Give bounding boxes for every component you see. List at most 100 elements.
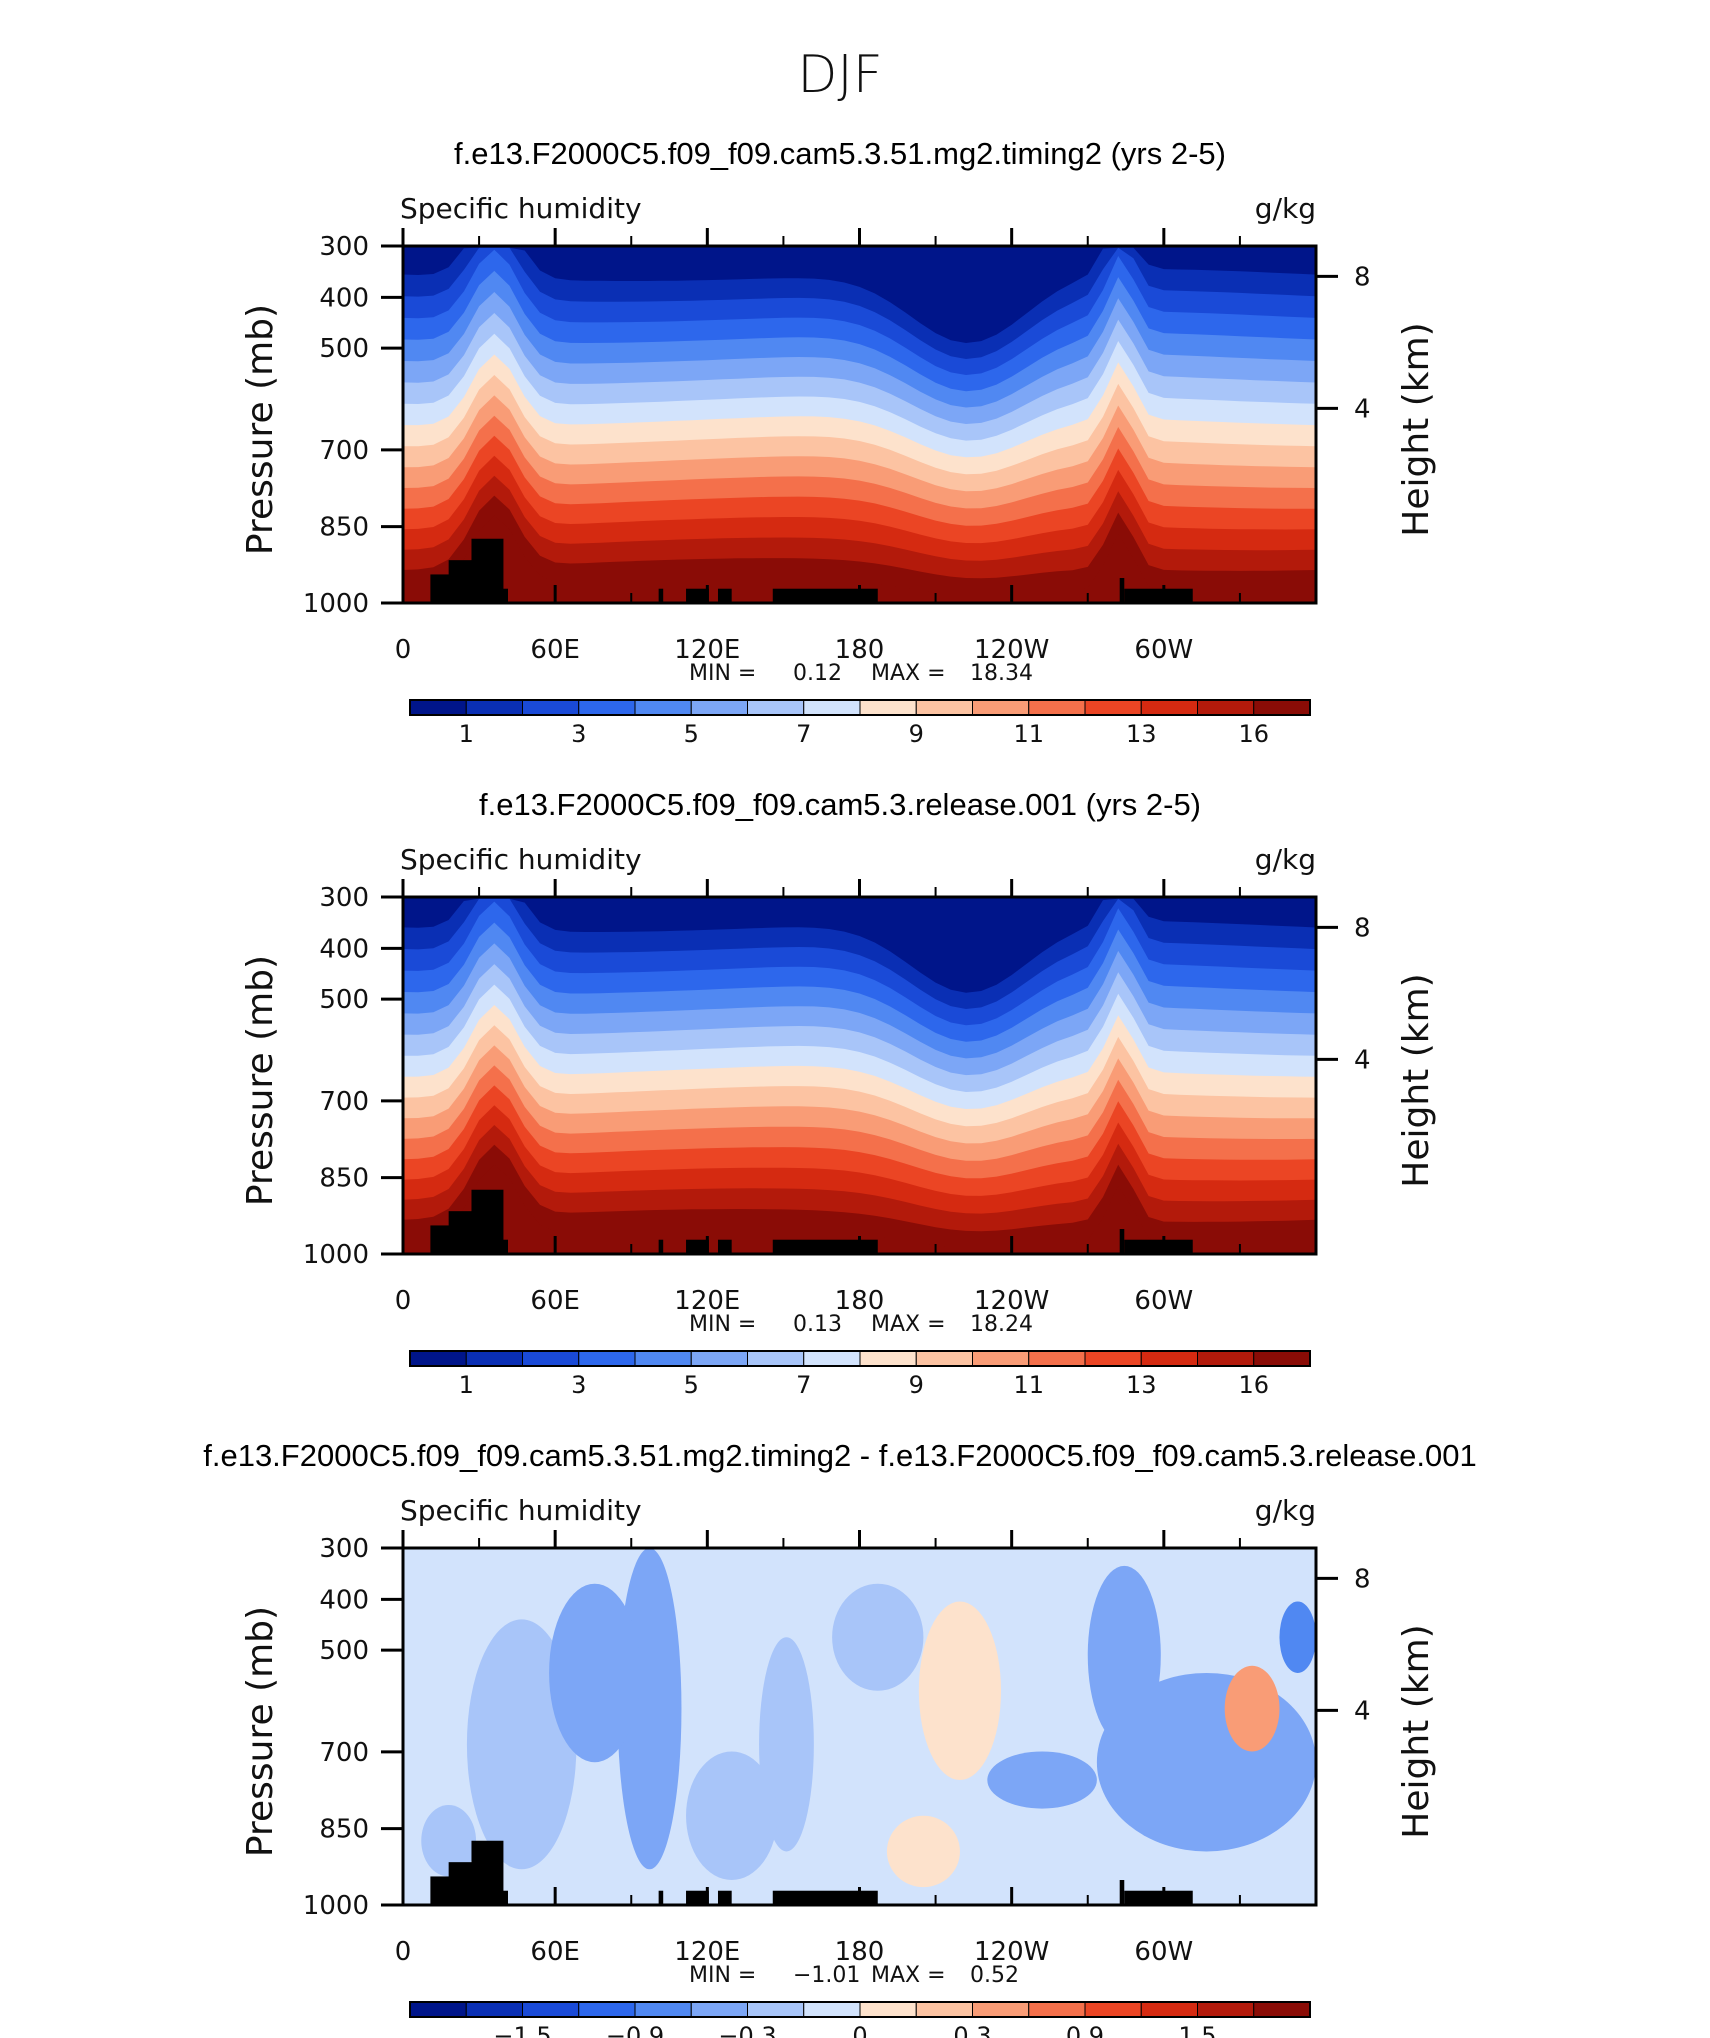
topography-mask [717, 1890, 732, 1905]
colorbar-label: 9 [909, 1371, 924, 1399]
topography-mask [772, 588, 878, 603]
colorbar-box [522, 699, 580, 716]
colorbar-box [747, 699, 805, 716]
topography-mask [686, 1890, 709, 1905]
colorbar-box [690, 1350, 748, 1367]
topography-mask [717, 1239, 732, 1254]
panel-2: f.e13.F2000C5.f09_f09.cam5.3.release.001… [240, 787, 1437, 1399]
colorbar-box [634, 2001, 692, 2018]
left-string: Specific humidity [400, 843, 642, 876]
max-label: MAX = [871, 661, 946, 686]
y-tick-label: 300 [319, 1534, 369, 1564]
x-tick-label: 60E [530, 635, 580, 665]
y-tick-label: 850 [319, 1164, 369, 1194]
y-tick-label: 1000 [303, 1240, 369, 1270]
y-tick-label: 700 [319, 1087, 369, 1117]
colorbar-box [690, 2001, 748, 2018]
colorbar-box [1084, 2001, 1142, 2018]
x-tick-label: 0 [395, 635, 412, 665]
colorbar-box [859, 699, 917, 716]
colorbar-box [690, 699, 748, 716]
topography-mask [494, 1890, 508, 1905]
y2-axis-title: Height (km) [1396, 322, 1437, 536]
colorbar-label: 13 [1126, 1371, 1157, 1399]
topography-mask [1124, 1239, 1193, 1254]
colorbar-box [634, 1350, 692, 1367]
panel-3: f.e13.F2000C5.f09_f09.cam5.3.51.mg2.timi… [203, 1438, 1477, 2038]
contour-band [466, 1619, 577, 1870]
contour-field [403, 246, 1316, 603]
main-title: DJF [797, 45, 882, 105]
topography-mask [1124, 588, 1193, 603]
colorbar-label: 5 [684, 1371, 699, 1399]
y-tick-label: 700 [319, 1738, 369, 1768]
x-tick-label: 60W [1134, 1937, 1193, 1967]
colorbar-box [1197, 699, 1255, 716]
min-label: MIN = [689, 661, 756, 686]
y2-axis-title: Height (km) [1396, 973, 1437, 1187]
colorbar-box [409, 1350, 467, 1367]
colorbar-label: 3 [571, 1371, 586, 1399]
y-tick-label: 500 [319, 1636, 369, 1666]
colorbar-box [1140, 2001, 1198, 2018]
x-tick-label: 120E [674, 635, 740, 665]
colorbar-label: 0.9 [1066, 2022, 1104, 2038]
colorbar-box [1197, 1350, 1255, 1367]
x-tick-label: 120E [674, 1937, 740, 1967]
colorbar-box [803, 1350, 861, 1367]
y2-axis-title: Height (km) [1396, 1624, 1437, 1838]
min-value: 0.13 [793, 1312, 842, 1337]
x-tick-label: 180 [835, 1937, 885, 1967]
colorbar-box [747, 1350, 805, 1367]
min-label: MIN = [689, 1312, 756, 1337]
topography-mask [686, 1239, 709, 1254]
colorbar-label: 0 [852, 2022, 867, 2038]
colorbar-box [1253, 2001, 1311, 2018]
topography-mask [658, 588, 664, 603]
colorbar-label: −1.5 [493, 2022, 551, 2038]
x-tick-label: 0 [395, 1286, 412, 1316]
max-label: MAX = [871, 1963, 946, 1988]
x-tick-label: 120E [674, 1286, 740, 1316]
y2-tick-label: 4 [1354, 1696, 1371, 1726]
colorbar-box [1028, 699, 1086, 716]
colorbar-box [915, 2001, 973, 2018]
colorbar-label: 1 [459, 1371, 474, 1399]
colorbar-box [1028, 2001, 1086, 2018]
topography-mask [717, 588, 732, 603]
y-tick-label: 400 [319, 283, 369, 313]
colorbar-box [1084, 699, 1142, 716]
units-label: g/kg [1255, 843, 1316, 876]
panel-1: f.e13.F2000C5.f09_f09.cam5.3.51.mg2.timi… [240, 136, 1437, 748]
topography-mask [772, 1239, 878, 1254]
y-tick-label: 500 [319, 985, 369, 1015]
topography-mask [1119, 1229, 1125, 1254]
y-axis-title: Pressure (mb) [240, 955, 281, 1206]
x-tick-label: 60E [530, 1286, 580, 1316]
colorbar-box [409, 699, 467, 716]
contour-band [1087, 1565, 1161, 1745]
colorbar-box [803, 699, 861, 716]
colorbar-box [1253, 699, 1311, 716]
colorbar-label: 9 [909, 720, 924, 748]
colorbar-frame [409, 1350, 1311, 1367]
y-tick-label: 850 [319, 513, 369, 543]
y-tick-label: 300 [319, 232, 369, 262]
y-axis-title: Pressure (mb) [240, 304, 281, 555]
topography-mask [494, 588, 508, 603]
panel-title: f.e13.F2000C5.f09_f09.cam5.3.51.mg2.timi… [203, 1438, 1477, 1473]
colorbar-box [1253, 1350, 1311, 1367]
max-label: MAX = [871, 1312, 946, 1337]
x-tick-label: 120W [974, 1286, 1049, 1316]
min-value: −1.01 [793, 1963, 860, 1988]
colorbar-label: 1.5 [1178, 2022, 1216, 2038]
colorbar-box [578, 2001, 636, 2018]
contour-band [403, 246, 1316, 343]
contour-field [403, 1548, 1316, 1905]
colorbar-box [803, 2001, 861, 2018]
y-tick-label: 850 [319, 1815, 369, 1845]
topography-mask [1119, 578, 1125, 603]
topography-mask [686, 588, 709, 603]
colorbar-box [1028, 1350, 1086, 1367]
